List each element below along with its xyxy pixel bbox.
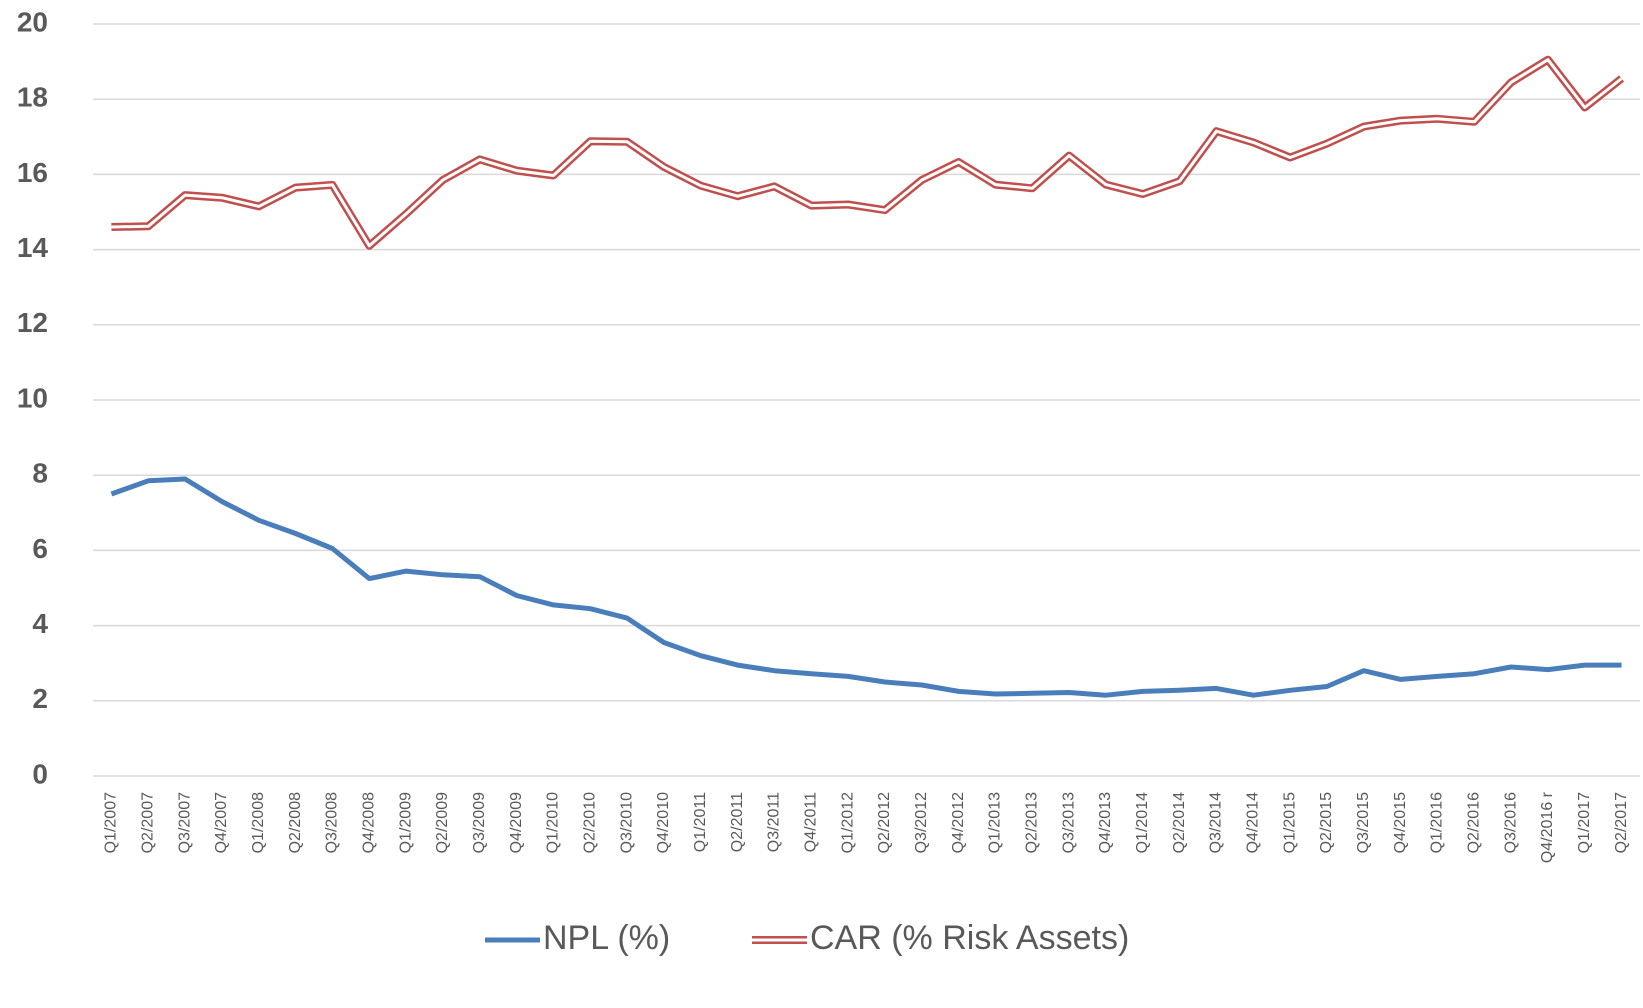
x-tick-label: Q4/2008 [360, 792, 377, 853]
y-tick-label: 2 [32, 683, 48, 714]
x-tick-label: Q1/2014 [1134, 792, 1151, 853]
x-tick-label: Q3/2011 [766, 792, 783, 852]
x-tick-label: Q1/2016 [1429, 792, 1446, 853]
x-tick-label: Q3/2009 [471, 792, 488, 853]
x-tick-label: Q1/2007 [103, 792, 120, 853]
x-tick-label: Q3/2014 [1208, 792, 1225, 853]
x-tick-label: Q4/2014 [1244, 792, 1261, 853]
x-tick-label: Q2/2007 [139, 792, 156, 853]
x-tick-label: Q3/2008 [324, 792, 341, 853]
y-tick-label: 10 [17, 382, 48, 413]
x-tick-label: Q3/2012 [913, 792, 930, 853]
x-tick-label: Q4/2016 r [1539, 791, 1556, 863]
x-tick-label: Q1/2015 [1281, 792, 1298, 853]
y-tick-label: 14 [17, 232, 49, 263]
y-tick-label: 4 [32, 608, 48, 639]
x-tick-label: Q2/2009 [434, 792, 451, 853]
x-tick-label: Q4/2012 [950, 792, 967, 853]
y-tick-label: 0 [32, 758, 48, 789]
x-tick-label: Q4/2009 [508, 792, 525, 853]
x-tick-label: Q2/2017 [1613, 792, 1630, 853]
x-tick-label: Q2/2015 [1318, 792, 1335, 853]
x-tick-label: Q2/2013 [1023, 792, 1040, 853]
x-tick-label: Q2/2014 [1171, 792, 1188, 853]
y-tick-label: 18 [17, 82, 48, 113]
legend-label: NPL (%) [543, 919, 670, 957]
x-tick-label: Q2/2012 [876, 792, 893, 853]
x-tick-label: Q1/2012 [839, 792, 856, 853]
x-tick-label: Q1/2013 [987, 792, 1004, 853]
x-tick-label: Q3/2013 [1060, 792, 1077, 853]
x-tick-label: Q2/2008 [287, 792, 304, 853]
x-tick-label: Q4/2011 [802, 792, 819, 852]
x-tick-label: Q3/2016 [1502, 792, 1519, 853]
x-tick-label: Q3/2015 [1355, 792, 1372, 853]
x-tick-label: Q3/2010 [618, 792, 635, 853]
x-tick-label: Q4/2015 [1392, 792, 1409, 853]
x-tick-label: Q4/2007 [213, 792, 230, 853]
x-tick-label: Q3/2007 [176, 792, 193, 853]
legend-label: CAR (% Risk Assets) [810, 919, 1129, 957]
x-tick-label: Q2/2011 [729, 792, 746, 852]
x-tick-label: Q4/2010 [655, 792, 672, 853]
y-tick-label: 16 [17, 157, 48, 188]
x-tick-label: Q1/2009 [397, 792, 414, 853]
x-tick-label: Q4/2013 [1097, 792, 1114, 853]
x-tick-label: Q1/2010 [545, 792, 562, 853]
line [110, 476, 1622, 698]
x-tick-label: Q1/2017 [1576, 792, 1593, 853]
x-tick-label: Q2/2016 [1465, 792, 1482, 853]
y-tick-label: 6 [32, 533, 48, 564]
x-tick-label: Q2/2010 [581, 792, 598, 853]
line-inner [111, 58, 1623, 248]
x-tick-label: Q1/2008 [250, 792, 267, 853]
x-tick-label: Q1/2011 [692, 792, 709, 852]
y-tick-label: 20 [17, 6, 48, 37]
line-outline [111, 55, 1625, 250]
y-tick-label: 12 [17, 307, 48, 338]
y-tick-label: 8 [32, 458, 48, 489]
